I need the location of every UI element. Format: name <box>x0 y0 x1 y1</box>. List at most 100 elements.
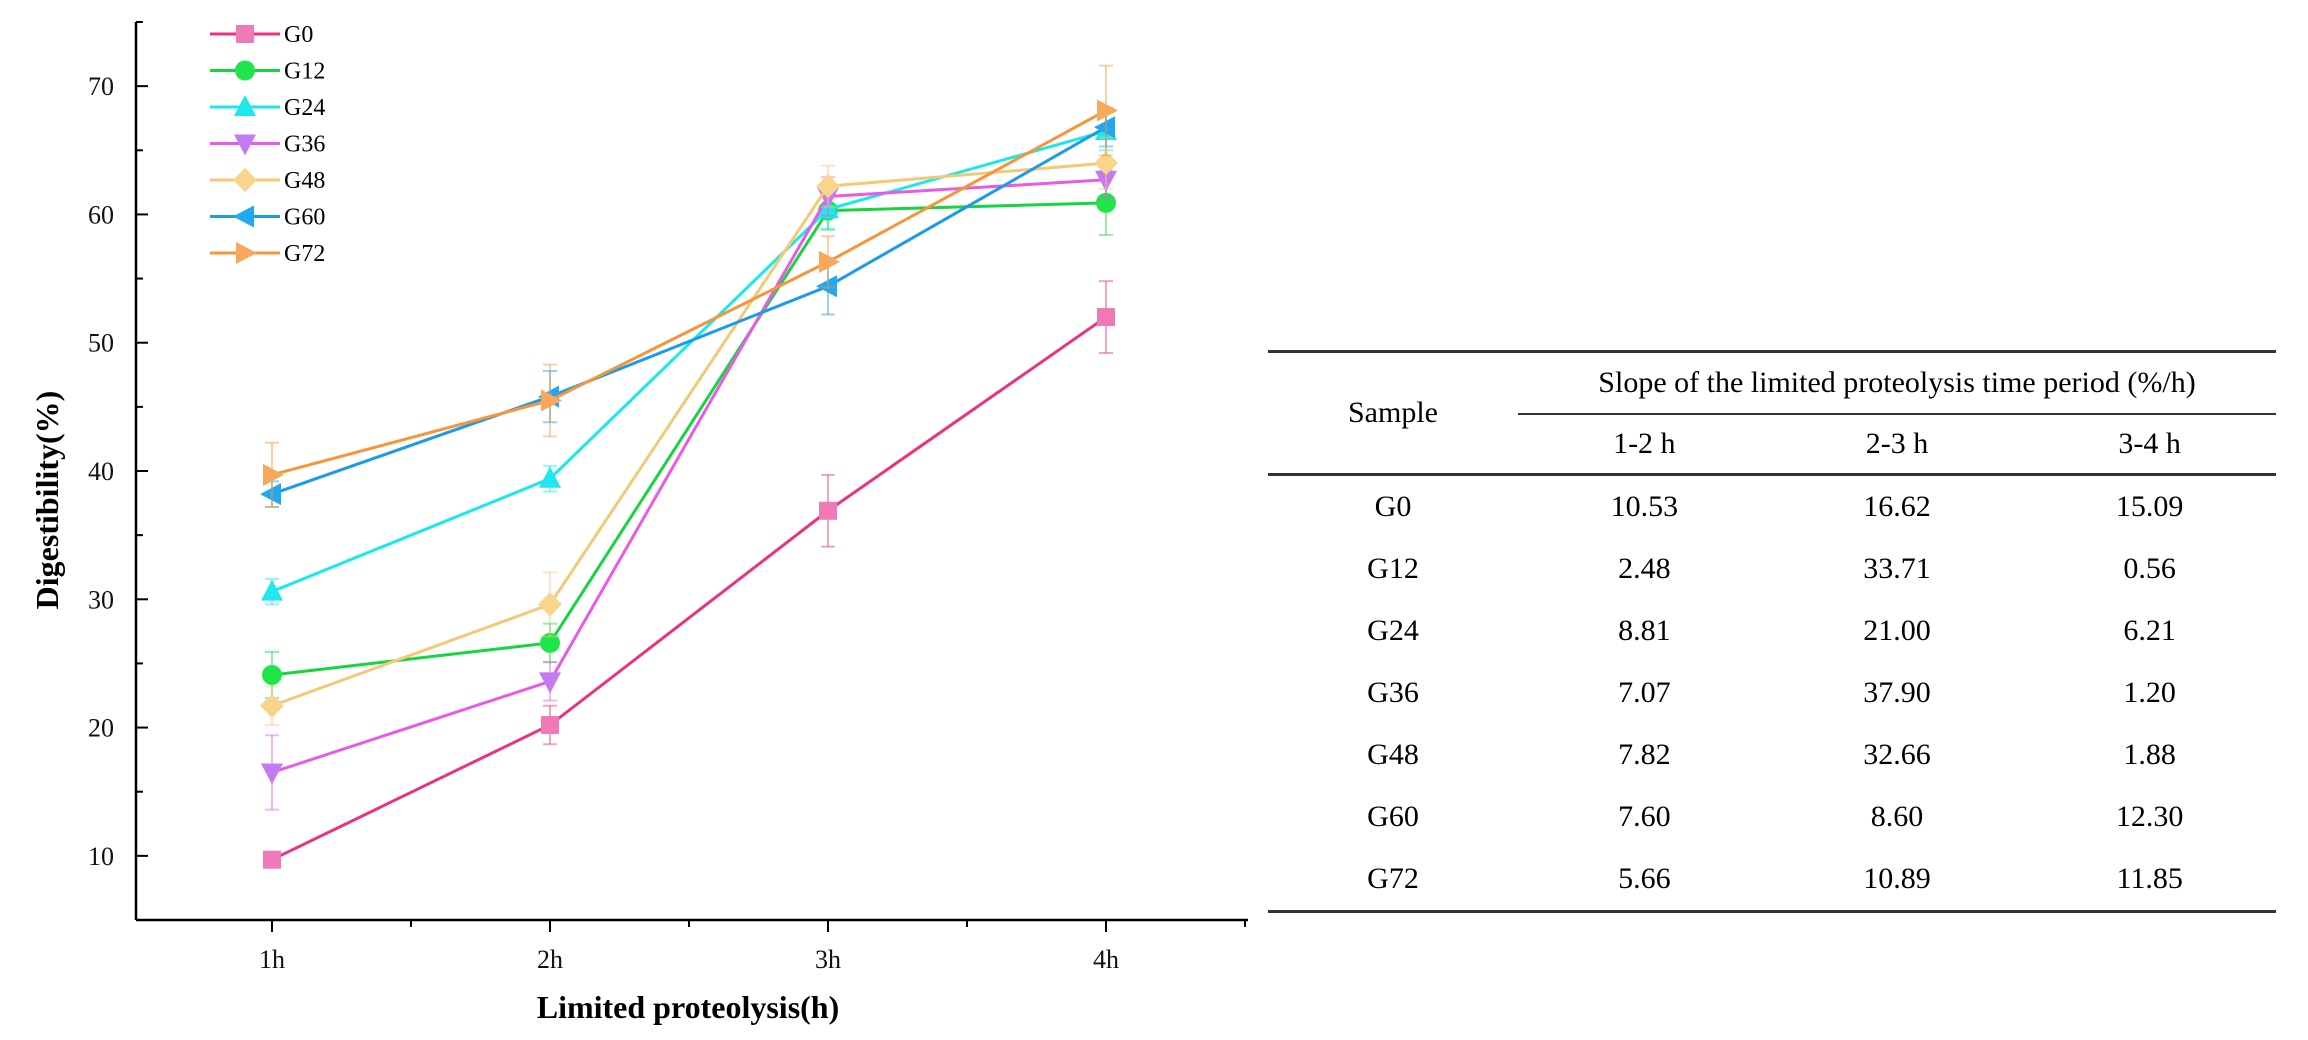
y-tick-label: 10 <box>88 842 114 871</box>
data-point <box>538 592 562 617</box>
sample-cell: G12 <box>1367 552 1419 585</box>
slope-cell: 16.62 <box>1770 473 2024 538</box>
legend-item-g48: G48 <box>210 168 325 194</box>
slope-cell: 8.81 <box>1618 614 1671 647</box>
data-point <box>263 850 281 869</box>
series-g72 <box>263 64 1118 508</box>
data-point <box>541 716 559 735</box>
slope-cell: 33.71 <box>1863 552 1931 585</box>
slope-cell: 32.66 <box>1863 738 1931 771</box>
slope-cell: 37.90 <box>1863 676 1931 709</box>
series-line <box>271 109 1107 477</box>
slope-cell: 8.60 <box>1870 800 1924 833</box>
series-g36 <box>261 159 1117 811</box>
slope-cell: 0.56 <box>2123 552 2176 585</box>
sample-header: Sample <box>1268 350 1518 475</box>
slope-table-panel: Sample Slope of the limited proteolysis … <box>1268 350 2276 913</box>
data-point <box>1097 308 1115 327</box>
data-point <box>539 466 561 488</box>
column-header: 3-4 h <box>2118 427 2181 460</box>
sample-cell: G48 <box>1367 738 1419 771</box>
legend-swatch-marker <box>236 242 257 264</box>
slope-group-header: Slope of the limited proteolysis time pe… <box>1518 350 2276 415</box>
series-g0 <box>263 280 1115 869</box>
data-point <box>540 632 560 653</box>
slope-cell: 10.89 <box>1770 848 2024 913</box>
legend-swatch-marker <box>236 25 254 43</box>
series-line <box>271 125 1107 496</box>
data-point <box>261 763 283 785</box>
data-point <box>539 672 561 694</box>
series-g60 <box>260 106 1115 508</box>
data-point <box>1094 116 1115 139</box>
slope-cell: 5.66 <box>1518 848 1771 913</box>
data-point <box>261 579 283 601</box>
data-point <box>819 501 837 520</box>
data-point <box>816 174 840 199</box>
chart-legend: G0 G12 G24 G36 G48 G60 G72 <box>210 22 325 267</box>
data-point <box>816 275 837 298</box>
slope-cell: 12.30 <box>2115 800 2184 833</box>
data-point <box>819 250 840 273</box>
sample-cell: G36 <box>1367 676 1419 709</box>
column-header: 2-3 h <box>1865 427 1929 460</box>
digestibility-line-chart: 10 20 30 40 50 60 70 1h 2h 3h 4h G0 G12 G24 G36 G48 G60… <box>29 21 1248 1025</box>
y-tick-label: 40 <box>88 457 114 486</box>
legend-label: G60 <box>284 205 325 231</box>
legend-item-g72: G72 <box>210 241 325 267</box>
x-axis-title: Limited proteolysis(h) <box>537 989 840 1025</box>
data-point <box>260 483 281 506</box>
table-row: G0 10.53 16.62 15.09 <box>1268 473 2276 538</box>
slope-cell: 7.60 <box>1618 800 1671 833</box>
chart-series <box>260 64 1118 869</box>
data-point <box>260 693 284 718</box>
table-row: G48 7.82 32.66 1.88 <box>1268 724 2276 786</box>
legend-item-g0: G0 <box>210 22 313 48</box>
data-point <box>1094 151 1118 176</box>
legend-swatch-marker <box>233 168 257 192</box>
slope-table-body: G0 10.53 16.62 15.09 G12 2.48 33.71 0.56 G24 8.81… <box>1268 473 2276 913</box>
data-point <box>1095 170 1117 192</box>
x-tick-label: 3h <box>815 945 841 974</box>
sample-cell: G24 <box>1367 614 1419 647</box>
slope-cell: 2.48 <box>1618 552 1671 585</box>
x-tick-label: 1h <box>259 945 285 974</box>
y-tick-label: 30 <box>88 585 114 614</box>
legend-label: G0 <box>284 22 313 48</box>
slope-cell: 11.85 <box>2023 848 2276 913</box>
slope-cell: 6.21 <box>2123 614 2176 647</box>
sample-cell: G0 <box>1268 473 1518 538</box>
legend-label: G12 <box>284 59 325 85</box>
slope-cell: 7.07 <box>1618 676 1671 709</box>
slope-cell: 7.82 <box>1618 738 1671 771</box>
y-axis-title: Digestibility(%) <box>29 391 65 610</box>
slope-cell: 1.88 <box>2123 738 2176 771</box>
series-line <box>271 315 1107 862</box>
legend-swatch-marker <box>234 95 256 116</box>
data-point <box>262 664 282 685</box>
data-point <box>1097 99 1118 122</box>
y-tick-label: 20 <box>88 714 114 743</box>
series-line <box>271 161 1107 708</box>
sample-cell: G60 <box>1367 800 1419 833</box>
series-g48 <box>260 136 1118 727</box>
legend-swatch-marker <box>234 134 256 156</box>
sample-cell: G72 <box>1268 848 1518 913</box>
table-row: G60 7.60 8.60 12.30 <box>1268 786 2276 848</box>
legend-item-g24: G24 <box>210 95 325 121</box>
slope-cell: 15.09 <box>2023 473 2276 538</box>
legend-item-g12: G12 <box>210 59 325 85</box>
column-header: 1-2 h <box>1613 427 1676 460</box>
slope-table: Sample Slope of the limited proteolysis … <box>1268 350 2276 913</box>
table-row: G12 2.48 33.71 0.56 <box>1268 538 2276 600</box>
slope-cell: 10.53 <box>1518 473 1771 538</box>
legend-label: G72 <box>284 241 325 267</box>
x-tick-label: 4h <box>1093 945 1119 974</box>
legend-label: G48 <box>284 168 325 194</box>
slope-cell: 1.20 <box>2123 676 2176 709</box>
y-tick-label: 50 <box>88 329 114 358</box>
chart-axes: 10 20 30 40 50 60 70 1h 2h 3h 4h <box>88 21 1248 974</box>
legend-item-g60: G60 <box>210 205 325 231</box>
table-row: G24 8.81 21.00 6.21 <box>1268 600 2276 662</box>
series-line <box>271 129 1107 593</box>
